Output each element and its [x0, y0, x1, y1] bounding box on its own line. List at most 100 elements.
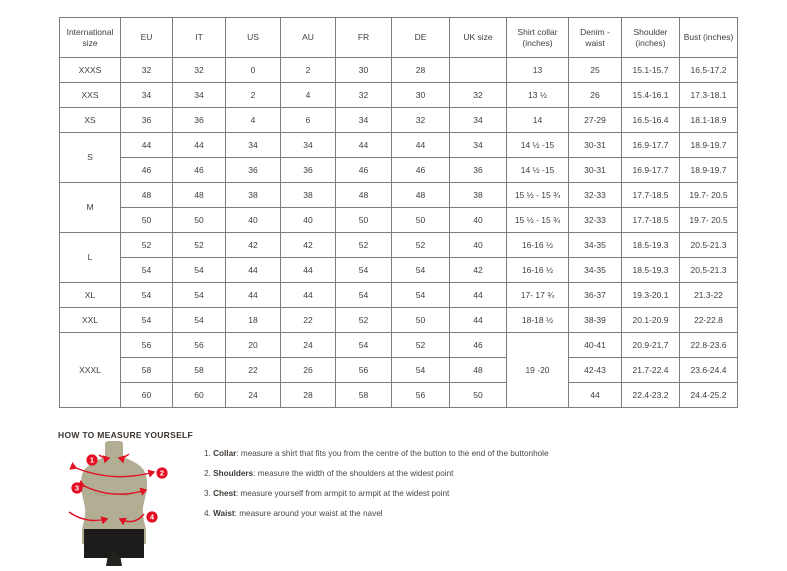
- mannequin-illustration: 1 2 3 4: [68, 441, 168, 566]
- table-cell: 24.4-25.2: [679, 382, 738, 408]
- table-cell: XXXS: [59, 57, 121, 83]
- table-cell: 52: [391, 232, 450, 258]
- measure-step: 2. Shoulders: measure the width of the s…: [204, 464, 549, 484]
- table-cell: 22-22.8: [679, 307, 738, 333]
- step-label: Collar: [213, 449, 237, 458]
- table-cell: 54: [120, 307, 173, 333]
- table-cell: 20.1-20.9: [621, 307, 680, 333]
- table-cell: 44: [449, 282, 507, 308]
- table-cell: 32: [172, 57, 226, 83]
- table-cell: 56: [120, 332, 173, 358]
- table-cell: 17- 17 ¾: [506, 282, 569, 308]
- table-cell: 50: [335, 207, 392, 233]
- step-label: Waist: [213, 509, 235, 518]
- table-cell: 34-35: [568, 232, 622, 258]
- step-number: 4.: [204, 509, 214, 518]
- table-cell: 18.9-19.7: [679, 157, 738, 183]
- table-cell: 18: [225, 307, 281, 333]
- table-cell: XL: [59, 282, 121, 308]
- collar-measure-arrow-right: [117, 453, 130, 464]
- mannequin-shorts: [84, 529, 144, 558]
- table-cell: S: [59, 132, 121, 183]
- step-text: : measure a shirt that fits you from the…: [236, 449, 549, 458]
- table-cell: 54: [172, 307, 226, 333]
- marker-4-circle: [146, 511, 158, 523]
- table-cell: 2: [225, 82, 281, 108]
- table-row: 46 46 36 36 46 46 36 14 ½ -15 30-31 16.9-17.7 18.9…: [60, 157, 738, 183]
- table-cell: 32: [391, 107, 450, 133]
- table-cell: 16-16 ½: [506, 232, 569, 258]
- table-cell: 40: [280, 207, 336, 233]
- table-row: M 48 48 38 38 48 48 38 15 ½ - 15 ¾ 32-33 17.7-18.5…: [59, 182, 738, 233]
- table-row: XL 54 54 44 44 54 54 44 17- 17 ¾ 36-37 19.3-20.1 21…: [59, 282, 738, 308]
- table-cell: 32-33: [568, 182, 622, 208]
- table-cell: 14 ½ -15: [506, 157, 569, 183]
- column-header: AU: [280, 17, 336, 58]
- table-cell: 18.5-19.3: [621, 232, 680, 258]
- table-row: 54 54 44 44 54 54 42 16-16 ½ 34-35 18.5-19.3 20.5-…: [60, 257, 738, 283]
- table-row: 50 50 40 40 50 50 40 15 ½ - 15 ¾ 32-33 17.7-18.5 1…: [60, 207, 738, 233]
- table-cell: 20.5-21.3: [679, 257, 738, 283]
- table-cell: 36: [280, 157, 336, 183]
- table-cell: 54: [120, 257, 173, 283]
- column-header: Shoulder (inches): [621, 17, 680, 58]
- table-cell: 50: [391, 307, 450, 333]
- table-cell: 54: [120, 282, 173, 308]
- column-header: IT: [172, 17, 226, 58]
- table-cell: 56: [172, 332, 226, 358]
- table-cell: 34: [449, 132, 507, 158]
- table-cell: 36-37: [568, 282, 622, 308]
- table-cell: 58: [120, 357, 173, 383]
- table-cell: 13 ½: [506, 82, 569, 108]
- table-cell: 32: [120, 57, 173, 83]
- table-cell: 44: [280, 282, 336, 308]
- table-row: XXS 34 34 2 4 32 30 32 13 ½ 26 15.4-16.1 17.3-18.1: [59, 82, 738, 108]
- table-cell: 6: [280, 107, 336, 133]
- table-cell: M: [59, 182, 121, 233]
- step-number: 3.: [204, 489, 214, 498]
- table-cell: 40: [449, 232, 507, 258]
- table-cell: 34: [280, 132, 336, 158]
- marker-1-circle: [86, 454, 98, 466]
- table-cell: 54: [335, 282, 392, 308]
- table-cell: 44: [391, 132, 450, 158]
- waist-measure-arrow-left: [68, 511, 109, 525]
- table-cell: 24: [280, 332, 336, 358]
- collar-measure-arrow-left: [98, 454, 111, 464]
- table-cell: 25: [568, 57, 622, 83]
- column-header: UK size: [449, 17, 507, 58]
- table-cell: 16.9-17.7: [621, 157, 680, 183]
- table-cell: 44: [172, 132, 226, 158]
- marker-1-label: 1: [90, 456, 94, 465]
- table-cell: 20: [225, 332, 281, 358]
- table-cell: 16.5-16.4: [621, 107, 680, 133]
- column-header: Bust (inches): [679, 17, 738, 58]
- table-cell: 23.6-24.4: [679, 357, 738, 383]
- size-table-body: XXXS 32 32 0 2 30 28 13 25 15.1-15.7 16.5-17.2 XXS 3…: [59, 57, 738, 408]
- table-cell: 42: [449, 257, 507, 283]
- table-cell: 52: [335, 232, 392, 258]
- marker-2-label: 2: [160, 469, 164, 478]
- table-cell: 48: [335, 182, 392, 208]
- table-cell: 36: [120, 107, 173, 133]
- table-cell: 13: [506, 57, 569, 83]
- table-row: 58 58 22 26 56 54 48 42-43 21.7-22.4 23.6-24.4: [60, 357, 738, 383]
- table-cell: 18.9-19.7: [679, 132, 738, 158]
- column-header: Shirt collar (inches): [506, 17, 569, 58]
- measure-step: 3. Chest: measure yourself from armpit t…: [204, 484, 549, 504]
- table-cell: 60: [172, 382, 226, 408]
- column-header: Denim - waist: [568, 17, 622, 58]
- table-cell: 15.1-15.7: [621, 57, 680, 83]
- table-cell: 0: [225, 57, 281, 83]
- table-cell: 22: [280, 307, 336, 333]
- table-cell: 54: [172, 257, 226, 283]
- table-cell: 28: [391, 57, 450, 83]
- table-cell: 18.5-19.3: [621, 257, 680, 283]
- column-header: EU: [120, 17, 173, 58]
- marker-3-circle: [71, 482, 83, 494]
- table-cell: 38-39: [568, 307, 622, 333]
- step-label: Shoulders: [213, 469, 254, 478]
- table-cell: 58: [172, 357, 226, 383]
- table-cell: 54: [172, 282, 226, 308]
- table-cell: 56: [391, 382, 450, 408]
